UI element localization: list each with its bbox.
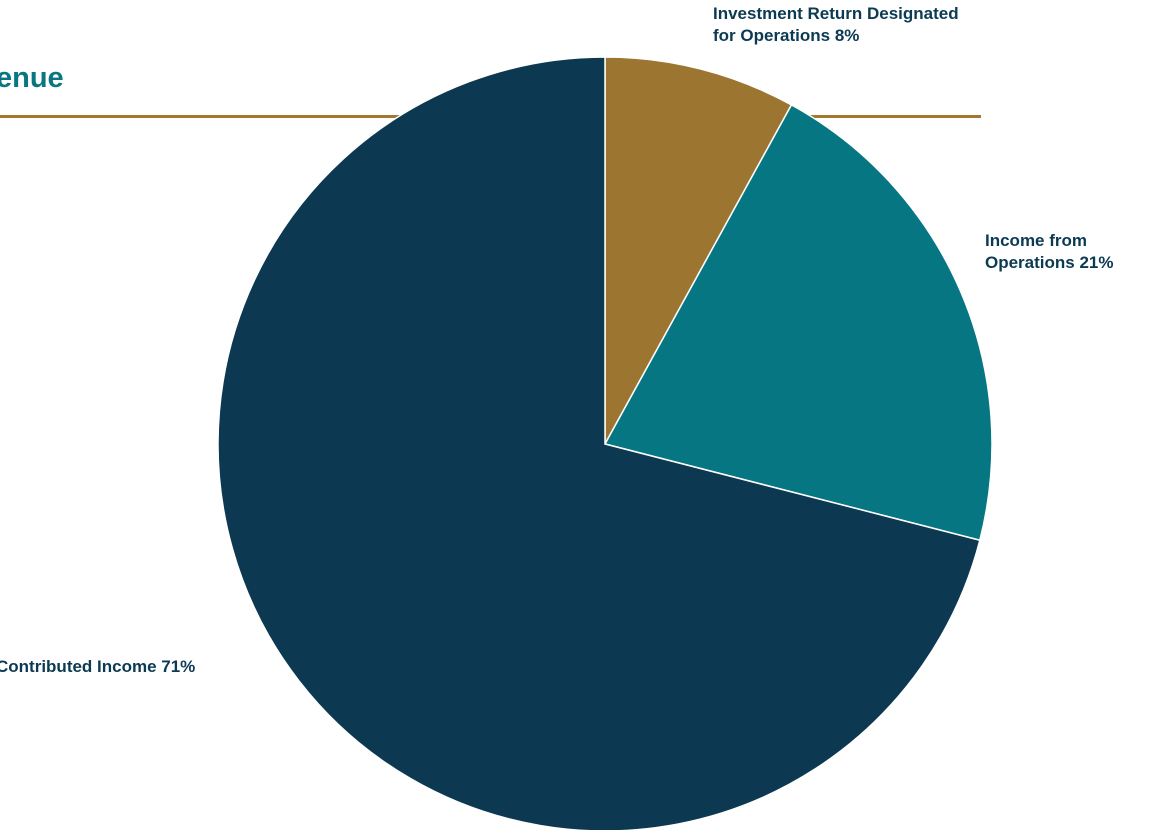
slice-label-line: for Operations 8% (713, 26, 860, 45)
pie-slice-contributed-income (217, 56, 981, 830)
slice-label-line: Operations 21% (985, 253, 1114, 272)
pie-slice-investment-return (604, 56, 793, 445)
slice-label-line: Contributed Income 71% (0, 657, 196, 676)
slice-label-investment-return: Investment Return Designated for Operati… (713, 3, 959, 47)
slice-label-line: Income from (985, 231, 1088, 250)
slice-label-contributed-income: Contributed Income 71% (0, 656, 195, 678)
slice-label-income-from-operations: Income from Operations 21% (985, 230, 1114, 274)
chart-title: enue (0, 62, 64, 94)
slice-label-line: Investment Return Designated (713, 4, 959, 23)
pie-slice-income-from-operations (603, 103, 993, 542)
